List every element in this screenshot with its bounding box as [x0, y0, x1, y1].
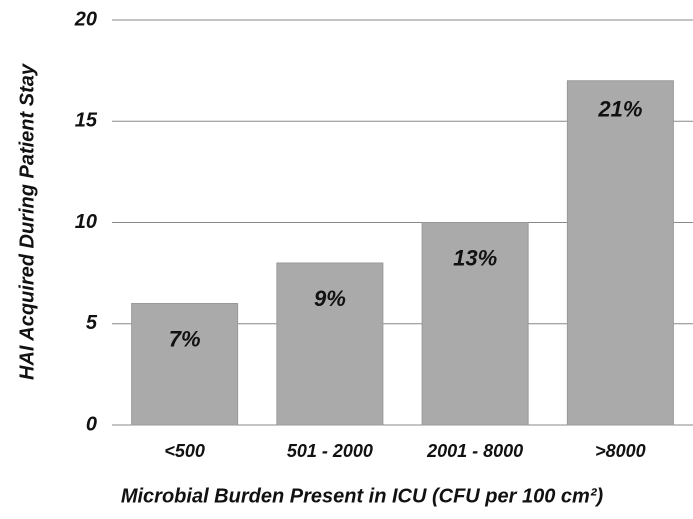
y-tick-label: 15	[75, 110, 98, 132]
y-tick-label: 0	[86, 413, 97, 435]
x-tick-label: <500	[164, 441, 205, 461]
y-tick-label: 20	[74, 8, 97, 30]
x-tick-label: 2001 - 8000	[426, 441, 523, 461]
bar-annotation: 21%	[597, 97, 642, 122]
bar-annotation: 13%	[453, 245, 497, 270]
y-tick-label: 10	[75, 211, 97, 233]
bar	[566, 80, 674, 426]
x-axis-label: Microbial Burden Present in ICU (CFU per…	[121, 485, 604, 507]
bar	[421, 222, 529, 426]
bar	[276, 262, 384, 426]
y-tick-label: 5	[86, 312, 98, 334]
y-axis-label: HAI Acquired During Patient Stay	[16, 63, 38, 380]
bar-annotation: 9%	[314, 286, 346, 311]
x-tick-label: 501 - 2000	[287, 441, 373, 461]
bar	[131, 303, 239, 426]
x-tick-label: >8000	[595, 441, 646, 461]
bar-annotation: 7%	[169, 326, 201, 351]
